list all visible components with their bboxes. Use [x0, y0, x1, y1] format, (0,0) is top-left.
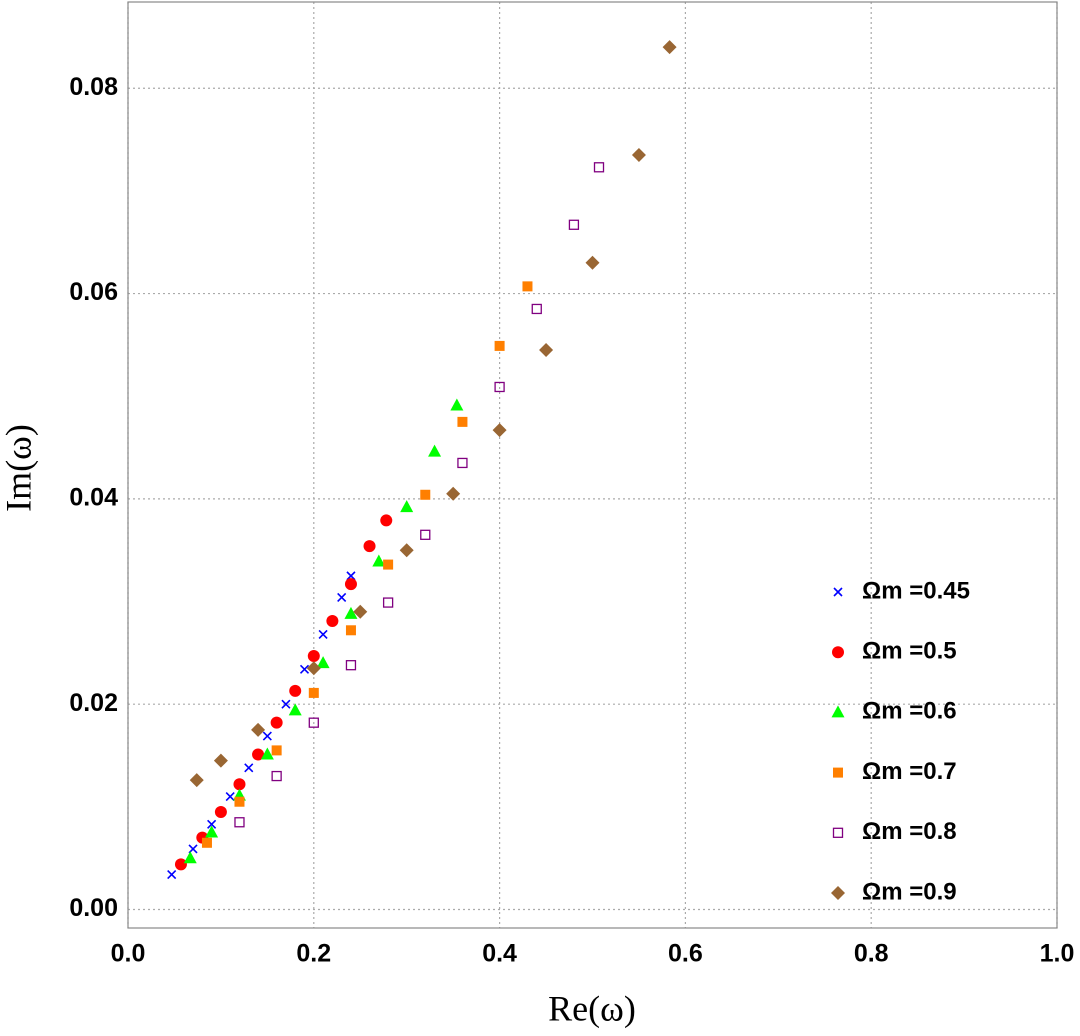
data-point: [457, 457, 468, 469]
data-point: [289, 684, 302, 697]
data-point: [205, 825, 219, 838]
data-point: [270, 716, 283, 729]
legend-label: Ωm =0.7: [862, 758, 957, 785]
data-point: [531, 303, 542, 315]
data-point: [307, 649, 320, 662]
data-point: [201, 837, 212, 848]
data-point: [492, 423, 507, 438]
data-point: [251, 722, 266, 737]
data-point: [494, 340, 505, 351]
data-point: [345, 625, 356, 636]
data-point: [457, 416, 468, 427]
data-point: [244, 763, 254, 773]
data-point: [183, 851, 197, 864]
data-point: [225, 792, 235, 802]
data-point: [213, 753, 228, 768]
data-point: [308, 687, 319, 698]
legend-marker: [833, 767, 843, 778]
data-point: [450, 398, 464, 411]
data-point: [346, 571, 356, 581]
data-point: [167, 870, 177, 880]
data-point: [326, 615, 339, 628]
data-point: [281, 699, 291, 709]
data-point: [631, 147, 646, 162]
data-point: [299, 664, 310, 674]
x-tick-label: 0.6: [668, 940, 703, 968]
y-tick-label: 0.02: [69, 689, 118, 717]
data-point: [568, 219, 580, 230]
y-axis-label: Im(ω): [0, 424, 38, 512]
data-point: [522, 281, 533, 292]
legend-marker: [833, 587, 843, 597]
data-point: [233, 778, 246, 791]
x-tick-label: 0.4: [482, 940, 517, 968]
data-point: [420, 529, 431, 540]
data-point: [207, 819, 217, 829]
data-point: [585, 255, 600, 270]
data-point: [318, 629, 328, 639]
legend-label: Ωm =0.45: [862, 577, 970, 604]
x-tick-label: 0.0: [111, 940, 146, 968]
y-tick-label: 0.00: [69, 894, 118, 922]
legend-label: Ωm =0.8: [862, 818, 957, 845]
data-point: [271, 770, 282, 782]
data-point: [399, 543, 414, 558]
data-point: [271, 745, 282, 756]
data-point: [337, 592, 347, 602]
data-point: [234, 796, 245, 807]
data-point: [174, 858, 187, 871]
data-point: [446, 486, 461, 501]
x-tick-label: 1.0: [1040, 940, 1075, 968]
y-tick-label: 0.04: [69, 483, 118, 511]
legend-marker: [831, 705, 845, 718]
data-point: [308, 717, 319, 728]
data-point: [383, 559, 394, 570]
legend-marker: [831, 886, 845, 900]
data-point: [382, 597, 394, 608]
data-point: [494, 381, 505, 393]
data-point: [372, 554, 386, 567]
data-point: [344, 578, 357, 591]
legend-marker: [832, 646, 844, 659]
data-point: [234, 817, 245, 828]
data-point: [214, 805, 227, 818]
legend-label: Ωm =0.9: [862, 878, 957, 905]
data-point: [539, 343, 554, 358]
legend-label: Ωm =0.6: [862, 698, 957, 725]
data-point: [420, 489, 431, 500]
y-tick-label: 0.08: [69, 73, 118, 101]
y-tick-label: 0.06: [69, 278, 118, 306]
data-point: [353, 604, 368, 619]
data-point: [306, 661, 321, 676]
legend-label: Ωm =0.5: [862, 638, 957, 665]
x-tick-label: 0.8: [854, 940, 889, 968]
data-point: [288, 703, 302, 716]
data-point: [345, 660, 357, 671]
data-point: [593, 162, 605, 173]
x-tick-label: 0.2: [296, 940, 331, 968]
data-point: [252, 748, 265, 761]
legend-marker: [832, 827, 844, 838]
plot-frame: [127, 1, 1058, 929]
data-point: [380, 514, 393, 527]
data-point: [662, 40, 677, 55]
data-point: [428, 444, 442, 457]
data-point: [363, 540, 376, 553]
data-point: [189, 773, 204, 788]
data-point: [262, 731, 272, 741]
data-point: [260, 747, 274, 760]
data-point: [316, 656, 330, 669]
data-point: [344, 606, 358, 619]
x-axis-label: Re(ω): [548, 988, 636, 1028]
data-point: [400, 500, 414, 513]
